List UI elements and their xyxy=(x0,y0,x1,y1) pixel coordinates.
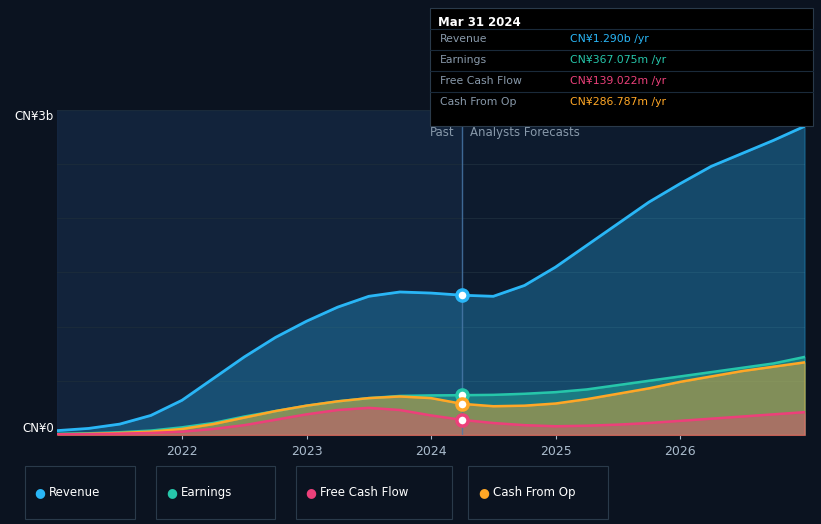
Text: CN¥1.290b /yr: CN¥1.290b /yr xyxy=(570,34,649,44)
Text: CN¥0: CN¥0 xyxy=(22,422,53,435)
Text: Free Cash Flow: Free Cash Flow xyxy=(320,486,409,499)
Bar xyxy=(57,110,462,435)
Text: CN¥286.787m /yr: CN¥286.787m /yr xyxy=(570,97,666,107)
Text: CN¥367.075m /yr: CN¥367.075m /yr xyxy=(570,55,666,65)
Text: ●: ● xyxy=(478,486,488,499)
Text: CN¥139.022m /yr: CN¥139.022m /yr xyxy=(570,76,666,86)
Text: ●: ● xyxy=(305,486,316,499)
Text: Earnings: Earnings xyxy=(440,55,487,65)
Text: CN¥3b: CN¥3b xyxy=(15,110,53,123)
Text: ●: ● xyxy=(34,486,45,499)
Text: Revenue: Revenue xyxy=(49,486,101,499)
Text: Earnings: Earnings xyxy=(181,486,232,499)
Text: Past: Past xyxy=(430,126,455,139)
Text: Revenue: Revenue xyxy=(440,34,488,44)
Text: Mar 31 2024: Mar 31 2024 xyxy=(438,16,521,29)
Text: Cash From Op: Cash From Op xyxy=(493,486,575,499)
Text: Analysts Forecasts: Analysts Forecasts xyxy=(470,126,580,139)
Text: Cash From Op: Cash From Op xyxy=(440,97,516,107)
Text: ●: ● xyxy=(166,486,177,499)
Text: Free Cash Flow: Free Cash Flow xyxy=(440,76,522,86)
